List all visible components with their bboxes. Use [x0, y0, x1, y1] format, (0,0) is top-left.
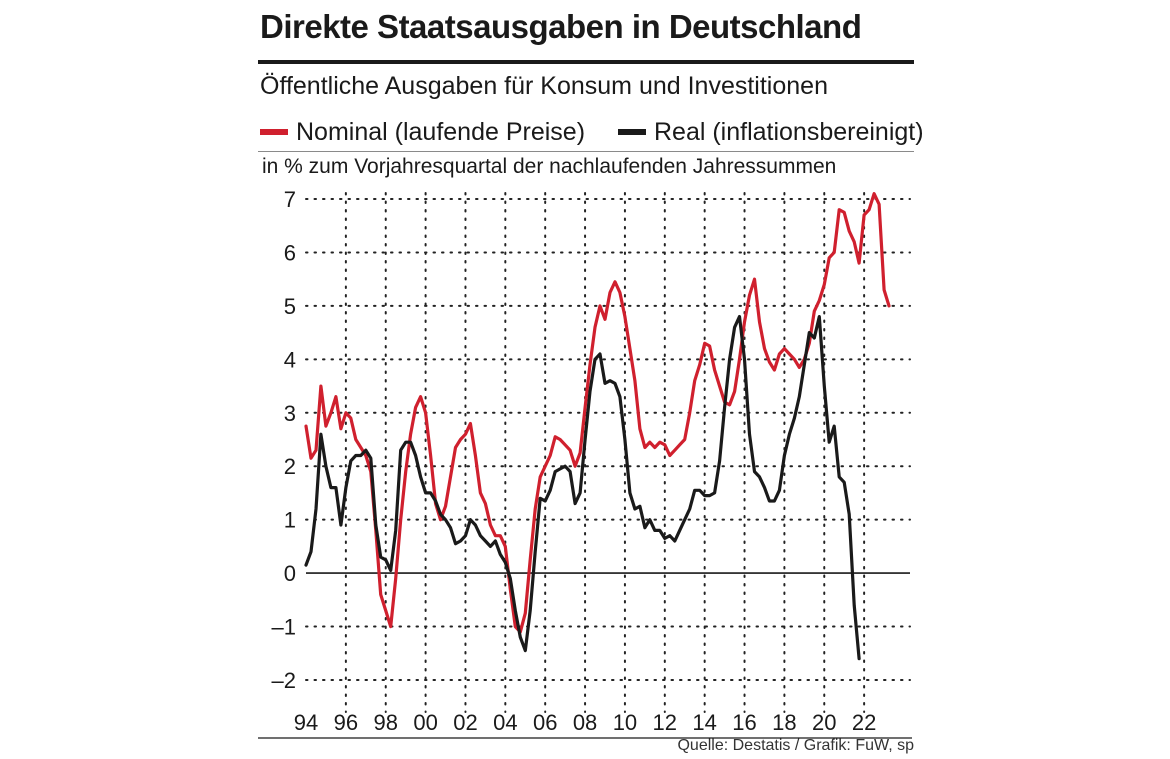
legend: Nominal (laufende Preise) Real (inflatio… — [260, 113, 950, 147]
y-tick-label: 4 — [284, 347, 296, 372]
x-tick-label: 10 — [613, 710, 637, 735]
legend-item-real: Real (inflationsbereinigt) — [617, 117, 924, 147]
x-tick-label: 18 — [772, 710, 796, 735]
x-tick-label: 22 — [852, 710, 876, 735]
series-line-nominal — [304, 192, 891, 634]
x-tick-label: 96 — [334, 710, 358, 735]
chart-subtitle: Öffentliche Ausgaben für Konsum und Inve… — [260, 72, 828, 100]
x-tick-label: 16 — [732, 710, 756, 735]
series-line-real — [304, 315, 861, 661]
y-tick-label: 1 — [284, 508, 296, 533]
y-tick-label: –1 — [272, 615, 296, 640]
x-tick-label: 12 — [653, 710, 677, 735]
y-tick-label: 6 — [284, 240, 296, 265]
legend-swatch-nominal — [260, 129, 288, 135]
x-axis: 94 96 98 00 02 04 06 08 10 12 14 16 18 20 22 — [258, 710, 912, 739]
grid — [305, 192, 911, 713]
x-tick-label: 06 — [533, 710, 557, 735]
y-tick-label: 3 — [284, 401, 296, 426]
x-tick-label: 94 — [294, 710, 318, 735]
y-tick-label: 2 — [284, 454, 296, 479]
y-tick-label: –2 — [272, 668, 296, 693]
x-tick-label: 00 — [413, 710, 437, 735]
y-tick-label: 0 — [284, 561, 296, 586]
x-tick-label: 04 — [493, 710, 517, 735]
legend-item-nominal: Nominal (laufende Preise) — [260, 118, 585, 147]
x-tick-label: 02 — [453, 710, 477, 735]
x-tick-label: 20 — [812, 710, 836, 735]
y-tick-label: 7 — [284, 187, 296, 212]
y-tick-label: 5 — [284, 294, 296, 319]
legend-label-nominal: Nominal (laufende Preise) — [296, 117, 586, 146]
x-tick-label: 08 — [573, 710, 597, 735]
y-axis: –2 –1 0 1 2 3 4 5 6 7 — [272, 187, 296, 693]
legend-label-real: Real (inflationsbereinigt) — [653, 117, 924, 146]
chart-title: Direkte Staatsausgaben in Deutschland — [260, 8, 862, 45]
legend-swatch-real — [617, 129, 646, 135]
x-tick-label: 14 — [692, 710, 716, 735]
y-unit-label: in % zum Vorjahresquartal der nachlaufen… — [262, 155, 837, 178]
header-rule — [258, 151, 914, 152]
source-note: Quelle: Destatis / Grafik: FuW, sp — [677, 737, 914, 754]
title-rule — [258, 60, 914, 64]
x-tick-label: 98 — [373, 710, 397, 735]
series-group — [304, 192, 891, 661]
